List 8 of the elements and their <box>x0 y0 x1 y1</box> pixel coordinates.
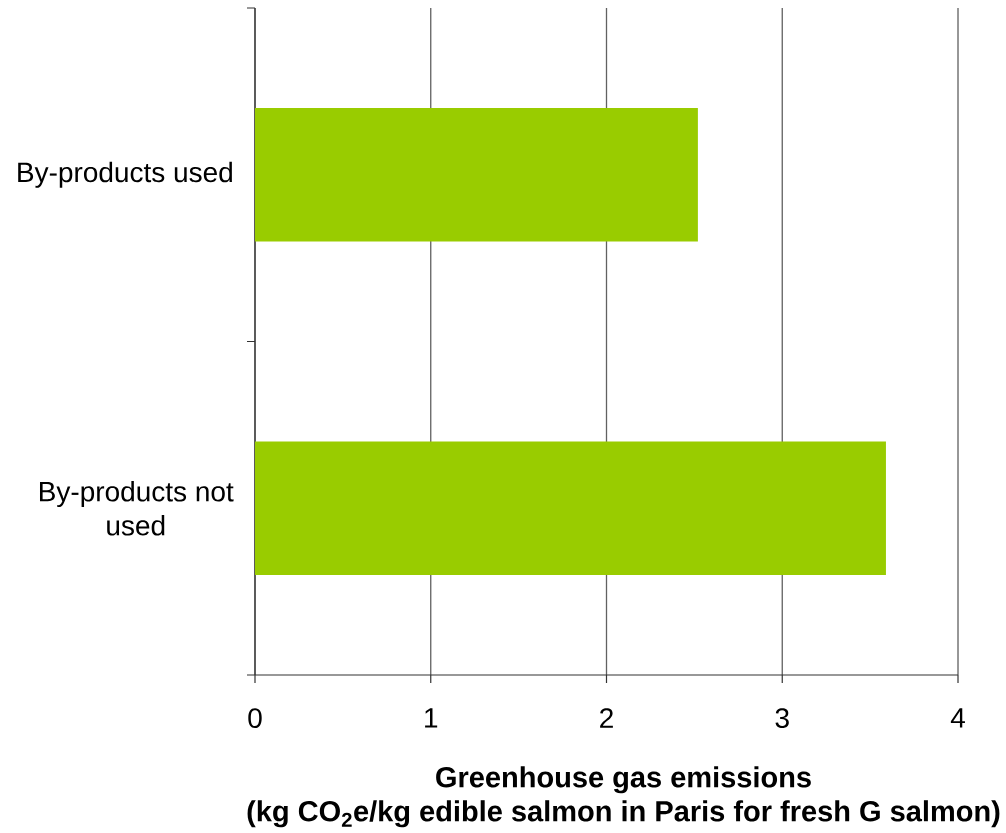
y-tick-label: By-products not used <box>39 480 234 536</box>
text: Greenhouse gas emissions (kg CO$_{2}$e/kg edible salmon in Paris for fresh G salmon) <box>247 766 1000 828</box>
x-tick-label: 0 <box>248 708 262 729</box>
x-tick-label: 1 <box>425 708 438 728</box>
y-tick-label: By-products used <box>18 161 232 188</box>
x-tick-label: 2 <box>600 708 613 728</box>
x-tick-label: 3 <box>775 708 789 729</box>
x-tick-label: 4 <box>950 708 965 728</box>
